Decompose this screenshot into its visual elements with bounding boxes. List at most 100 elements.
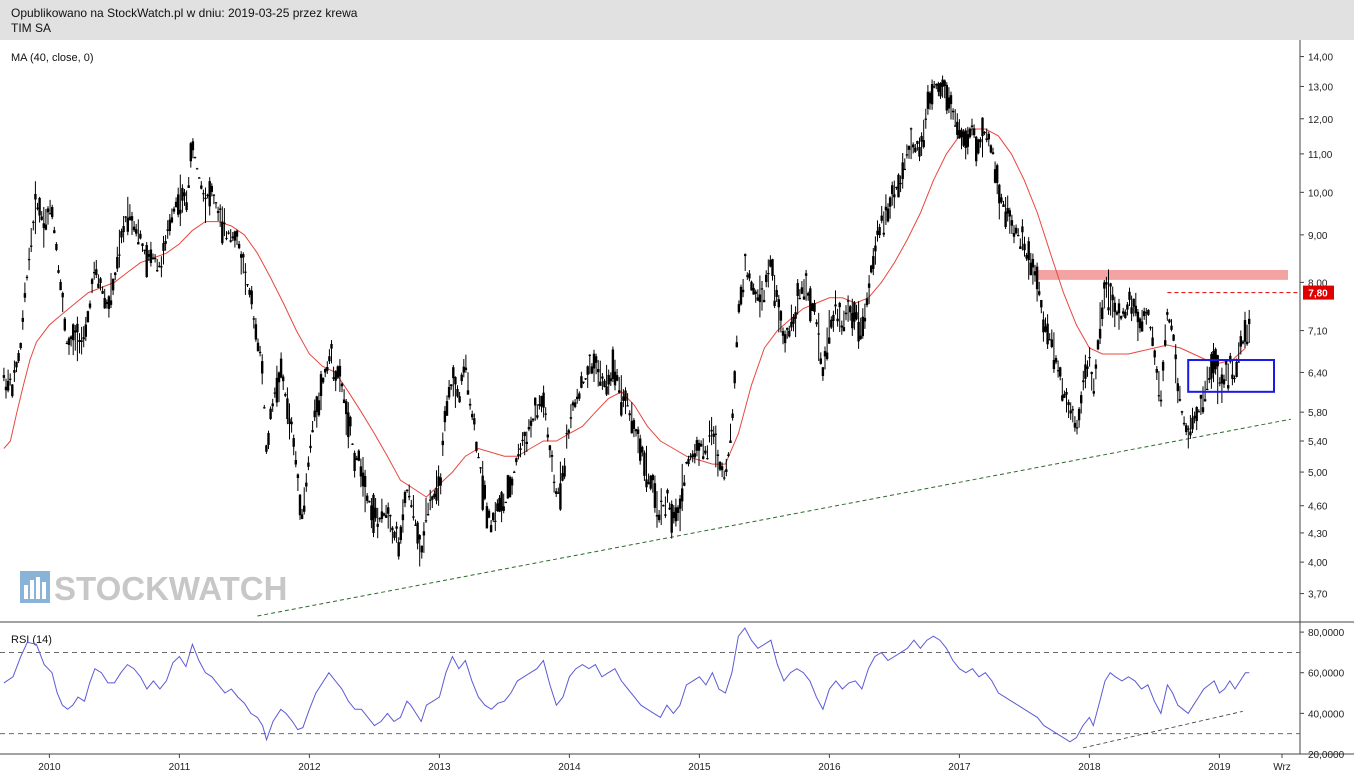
price-bar-body xyxy=(993,169,997,183)
price-bar-body xyxy=(109,300,113,305)
price-bar-body xyxy=(884,206,888,211)
price-bar-body xyxy=(737,304,741,313)
price-bar-body xyxy=(842,327,846,332)
price-bar-body xyxy=(149,249,153,263)
rsi-trendline xyxy=(1082,710,1243,749)
price-bar-body xyxy=(660,500,663,502)
price-bar-body xyxy=(275,377,279,403)
price-bar-body xyxy=(576,396,579,400)
price-bar-body xyxy=(846,300,850,302)
price-bar-body xyxy=(458,396,461,403)
price-bar-body xyxy=(935,83,938,86)
price-tick-label: 4,00 xyxy=(1308,558,1328,569)
price-bar-body xyxy=(435,488,438,501)
price-bar-body xyxy=(179,209,182,214)
price-bar-body xyxy=(311,430,314,433)
price-bar-body xyxy=(492,512,495,521)
price-bar-body xyxy=(36,207,39,209)
price-bar-body xyxy=(342,399,346,403)
price-bar-body xyxy=(517,454,520,457)
price-bar-body xyxy=(473,418,476,425)
price-bar-body xyxy=(145,244,148,278)
price-bar-body xyxy=(1189,431,1192,436)
price-bar-body xyxy=(563,465,566,477)
price-bar-body xyxy=(1210,354,1213,379)
price-bar-body xyxy=(670,503,673,533)
price-bar-body xyxy=(804,273,808,276)
price-bar-body xyxy=(544,413,547,415)
price-bar-body xyxy=(1157,395,1161,397)
price-bar-body xyxy=(38,197,41,216)
price-tick-label: 6,40 xyxy=(1308,368,1328,379)
price-bar-body xyxy=(99,278,102,284)
price-bar-body xyxy=(90,279,94,284)
price-bar-body xyxy=(237,243,241,249)
price-bar-body xyxy=(452,367,455,379)
ma-indicator-label: MA (40, close, 0) xyxy=(11,52,94,64)
price-bar-body xyxy=(27,258,31,261)
price-bar-body xyxy=(477,457,480,459)
price-bar-body xyxy=(416,522,419,544)
price-bar-body xyxy=(834,304,837,307)
price-bar-body xyxy=(334,371,337,381)
price-bar-body xyxy=(989,145,993,153)
price-bar-body xyxy=(807,293,810,296)
price-bar-body xyxy=(966,133,969,147)
price-bar-body xyxy=(775,290,778,297)
price-bar-body xyxy=(4,386,8,391)
price-tick-label: 5,80 xyxy=(1308,408,1328,419)
price-bar-body xyxy=(813,303,816,312)
price-bar-body xyxy=(372,494,375,533)
price-bar-body xyxy=(258,351,262,354)
price-bar-body xyxy=(580,376,583,388)
price-bar-body xyxy=(1046,323,1049,345)
price-bar-body xyxy=(363,475,367,488)
price-bar-body xyxy=(256,342,260,352)
price-bar-body xyxy=(876,230,879,235)
price-bar-body xyxy=(1021,226,1024,233)
price-bar-body xyxy=(319,374,323,397)
price-bar-body xyxy=(420,545,423,553)
price-bar-body xyxy=(809,288,812,322)
price-bar-body xyxy=(1182,422,1186,425)
price-bar-body xyxy=(267,432,270,446)
price-bar-body xyxy=(914,147,917,152)
price-bar-body xyxy=(410,505,413,507)
price-bar-body xyxy=(975,136,978,162)
price-bar-body xyxy=(1166,312,1169,315)
price-bar-body xyxy=(1014,227,1018,234)
price-bar-body xyxy=(1023,243,1026,251)
price-bar-body xyxy=(13,369,16,373)
price-bar-body xyxy=(101,290,104,294)
price-bar-body xyxy=(300,514,304,519)
price-bar-body xyxy=(1082,380,1085,383)
price-bar-body xyxy=(920,136,923,142)
price-bar-body xyxy=(11,384,14,397)
price-bar-body xyxy=(880,215,883,221)
price-bar-body xyxy=(723,477,726,479)
price-bar-body xyxy=(1155,368,1158,373)
price-bar-body xyxy=(828,337,831,344)
price-bar-body xyxy=(939,83,942,97)
price-bar-body xyxy=(422,531,426,536)
price-bar-body xyxy=(767,272,770,275)
price-bar-body xyxy=(702,456,705,459)
price-bar-body xyxy=(303,505,306,512)
price-bar-body xyxy=(88,303,92,308)
price-bar-body xyxy=(156,270,159,272)
price-bar-body xyxy=(368,501,371,503)
x-tick-label: 2013 xyxy=(428,762,451,773)
x-tick-label: 2010 xyxy=(38,762,61,773)
price-bar-body xyxy=(391,527,394,531)
price-bar-body xyxy=(571,402,575,406)
price-bar-body xyxy=(139,233,142,239)
price-tick-label: 4,60 xyxy=(1308,502,1328,513)
price-bar-body xyxy=(174,201,178,208)
price-bar-body xyxy=(708,435,711,437)
price-bar-body xyxy=(254,324,258,340)
price-bar-body xyxy=(1143,311,1146,317)
price-bar-body xyxy=(1042,319,1045,333)
price-bar-body xyxy=(1048,339,1051,341)
price-bar-body xyxy=(460,374,463,382)
price-bar-body xyxy=(672,511,675,519)
